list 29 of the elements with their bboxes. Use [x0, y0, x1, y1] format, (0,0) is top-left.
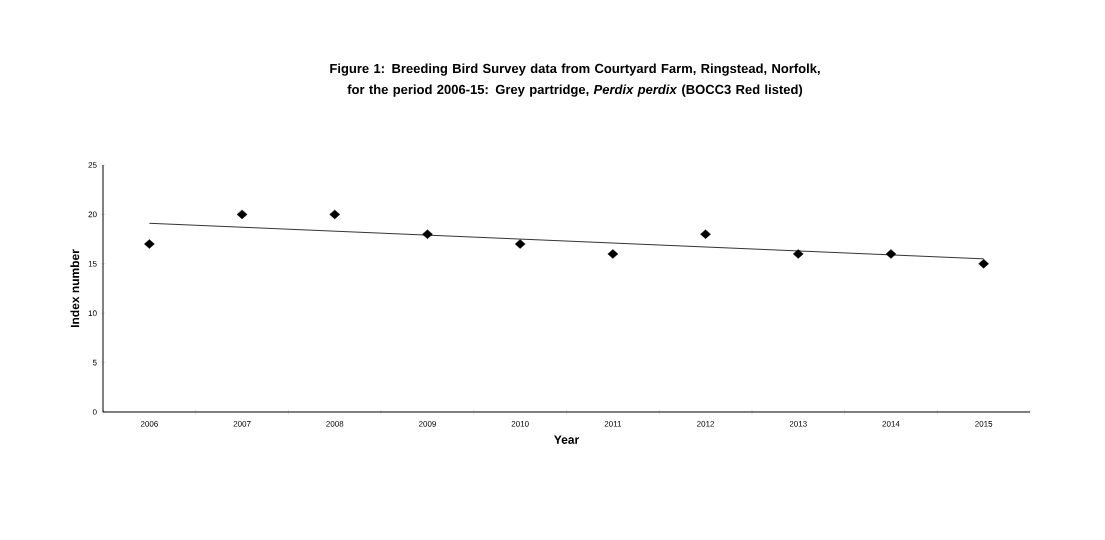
y-tick-label: 5 — [92, 359, 97, 366]
x-tick-label: 2006 — [140, 421, 158, 427]
point — [422, 229, 433, 239]
x-tick-label: 2014 — [882, 421, 900, 427]
point — [700, 229, 711, 239]
point — [792, 249, 804, 259]
x-tick-label: 2008 — [326, 421, 344, 427]
x-tick-label: 2009 — [418, 421, 436, 427]
x-tick-label: 2012 — [697, 421, 715, 427]
point — [978, 259, 989, 269]
point — [607, 249, 619, 259]
x-tick-label: 2015 — [975, 421, 993, 427]
x-tick-label: 2013 — [789, 421, 807, 427]
x-axis-title: Year — [554, 435, 579, 444]
y-tick-label: 25 — [88, 162, 97, 168]
y-tick-label: 20 — [88, 211, 97, 218]
point — [514, 239, 526, 249]
point — [329, 209, 341, 220]
point — [236, 209, 248, 220]
y-tick-label: 15 — [88, 261, 97, 267]
x-tick-label: 2010 — [511, 421, 529, 427]
x-tick-label: 2007 — [233, 421, 251, 427]
point — [885, 249, 897, 259]
chart-title: Figure 1: Breeding Bird Survey data from Courtyard Farm, Ringstead, Norfolk, for the period 2006-15: Grey partridge, Perdix perdix (BOCC3 Red listed) — [330, 63, 820, 97]
y-tick-label: 0 — [92, 409, 97, 415]
point — [144, 239, 155, 249]
y-tick-label: 10 — [88, 310, 97, 317]
y-axis-title: Index number — [70, 249, 80, 328]
x-tick-label: 2011 — [604, 421, 622, 427]
